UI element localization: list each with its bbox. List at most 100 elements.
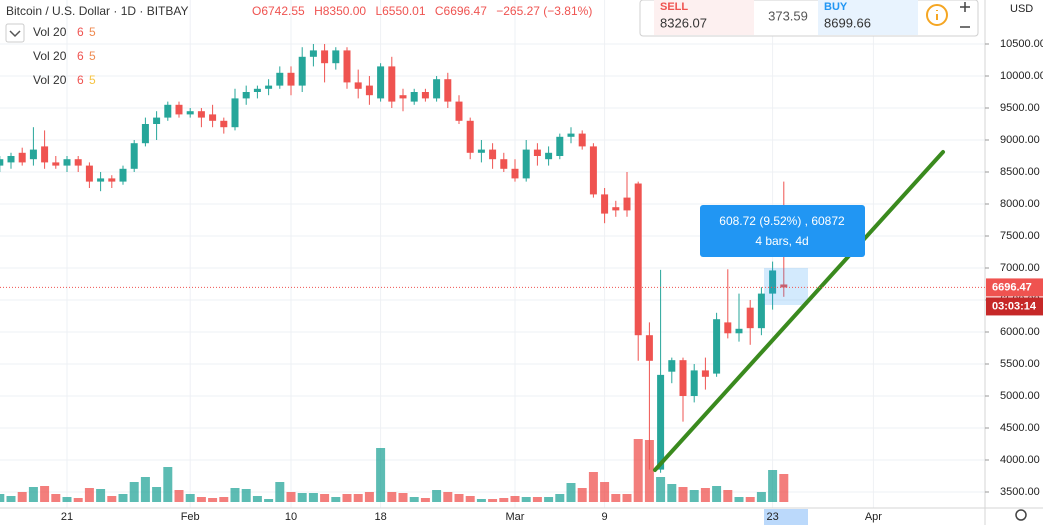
candle-body [769, 270, 777, 294]
volume-bar [622, 494, 632, 502]
candle-body [74, 159, 82, 166]
indicator-name: Vol 20 [33, 73, 67, 87]
header-open: O6742.55 [252, 4, 305, 18]
volume-bar [342, 494, 352, 502]
candle-body [29, 149, 37, 160]
y-tick-label: 3500.00 [1000, 486, 1040, 498]
candle-body [612, 207, 620, 211]
x-tick-label: 18 [374, 511, 386, 523]
buy-button[interactable] [818, 0, 918, 35]
volume-bar [555, 494, 565, 502]
candle-body [623, 197, 631, 211]
candle-body [545, 152, 553, 160]
volume-bar [0, 494, 5, 502]
candle-body [713, 319, 721, 374]
candle-body [701, 370, 709, 377]
indicator-param: 6 [77, 25, 84, 39]
candle-body [388, 66, 396, 102]
volume-bar [241, 489, 251, 502]
indicator-name: Vol 20 [33, 25, 67, 39]
volume-bar [454, 494, 464, 502]
volume-bar [196, 497, 206, 502]
candle-body [433, 79, 441, 99]
candle-body [724, 322, 732, 334]
candle-body [0, 159, 4, 166]
candle-body [119, 168, 127, 182]
volume-bar [532, 497, 542, 502]
volume-bar [756, 492, 766, 502]
volume-bar [779, 474, 789, 502]
measure-line1: 608.72 (9.52%) , 60872 [719, 214, 845, 228]
candle-layer [0, 44, 788, 473]
volume-bar [420, 498, 430, 502]
zoom-in[interactable] [960, 2, 970, 12]
candle-body [399, 95, 407, 99]
sell-label: SELL [660, 1, 688, 13]
volume-bar [152, 487, 162, 502]
volume-bar [600, 482, 610, 502]
candle-body [377, 66, 385, 99]
collapse-button[interactable] [5, 23, 25, 43]
indicator-name: Vol 20 [33, 49, 67, 63]
volume-bar [611, 494, 621, 502]
volume-bar [185, 494, 195, 502]
volume-bar [443, 492, 453, 502]
y-tick-label: 8500.00 [1000, 166, 1040, 178]
volume-bar [308, 493, 318, 502]
candle-body [265, 85, 273, 89]
candle-body [556, 136, 564, 156]
settings-icon[interactable] [1015, 509, 1027, 521]
time-range-highlight [764, 509, 808, 525]
candle-body [141, 124, 149, 144]
y-tick-label: 9500.00 [1000, 102, 1040, 114]
y-tick-label: 6000.00 [1000, 326, 1040, 338]
candle-body [321, 50, 329, 64]
trend-line[interactable] [653, 150, 945, 472]
candle-body [780, 284, 788, 288]
candle-body [533, 149, 541, 156]
candle-body [578, 133, 586, 147]
volume-bar [320, 494, 330, 502]
y-tick-label: 9000.00 [1000, 134, 1040, 146]
candle-body [500, 159, 508, 169]
candle-body [444, 79, 452, 102]
volume-bar [577, 488, 587, 502]
volume-bar [376, 448, 386, 502]
candle-body [97, 178, 105, 182]
volume-bar [588, 472, 598, 502]
candle-body [253, 88, 261, 92]
candle-body [287, 72, 295, 86]
buy-price: 8699.66 [824, 15, 871, 30]
volume-bar [230, 488, 240, 502]
y-tick-label: 5500.00 [1000, 358, 1040, 370]
candle-body [567, 133, 575, 137]
volume-bar [644, 440, 654, 502]
volume-bar [286, 492, 296, 502]
indicator-param: 5 [89, 73, 96, 87]
candle-body [220, 120, 228, 128]
volume-bar [51, 494, 61, 502]
last-price-box [986, 278, 1043, 297]
ohlc-header: O6742.55 H8350.00 L6550.01 C6696.47 −265… [252, 4, 592, 18]
volume-bar [140, 477, 150, 502]
candle-body [7, 156, 15, 163]
candle-body [466, 120, 474, 153]
candle-body [668, 360, 676, 372]
candle-body [231, 98, 239, 128]
candle-body [276, 72, 284, 86]
volume-bar [432, 490, 442, 502]
volume-bar [521, 497, 531, 502]
volume-bar [656, 477, 666, 502]
volume-bar [252, 496, 262, 502]
candle-body [41, 146, 49, 163]
candle-body [354, 82, 362, 89]
header-close: C6696.47 [435, 4, 487, 18]
volume-bar [353, 494, 363, 502]
volume-bar [398, 493, 408, 502]
header-change: −265.27 (−3.81%) [496, 4, 592, 18]
candle-body [645, 335, 653, 361]
candle-body [489, 149, 497, 160]
x-tick-label: 21 [61, 511, 73, 523]
sell-button[interactable] [654, 0, 754, 35]
